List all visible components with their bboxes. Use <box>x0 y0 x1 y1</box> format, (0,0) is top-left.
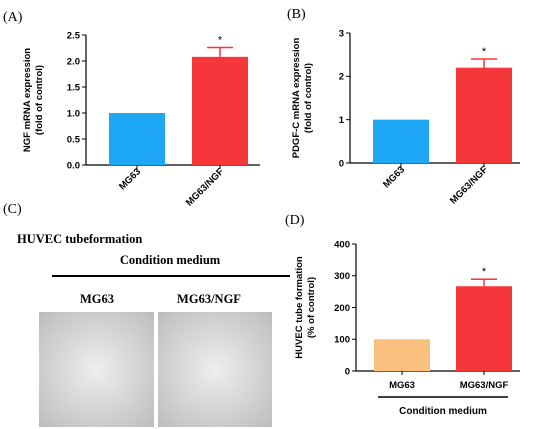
y-tick-label: 200 <box>334 303 350 314</box>
x-tick-label: MG63 <box>381 164 407 190</box>
y-tick-label: 300 <box>334 271 350 282</box>
huvec-image-mg63-ngf <box>158 312 272 427</box>
y-tick-label: 100 <box>334 335 350 346</box>
bar-mg63-ngf <box>192 56 248 166</box>
condition-medium-label: Condition medium <box>120 253 221 267</box>
image-label-mg63-ngf: MG63/NGF <box>177 292 241 306</box>
x-tick-label: MG63/NGF <box>460 380 509 391</box>
y-tick-label: 400 <box>334 239 350 250</box>
panel-c-heading: HUVEC tubeformation <box>17 232 142 246</box>
y-axis-label: (% of control) <box>306 277 317 338</box>
significance-star: * <box>218 34 223 46</box>
significance-star: * <box>482 266 487 278</box>
y-tick-label: 0.0 <box>67 160 80 171</box>
y-axis-label: (fold of control) <box>34 65 45 135</box>
bar-mg63 <box>373 119 429 163</box>
panel-c-letter: (C) <box>3 202 22 217</box>
bar-mg63-ngf <box>456 286 512 371</box>
y-tick-label: 2.5 <box>67 30 81 41</box>
y-tick-label: 1 <box>339 115 345 126</box>
panel-d-letter: (D) <box>285 213 305 228</box>
x-tick-label: MG63 <box>389 380 415 391</box>
chart-b: 0 1 2 3 PDGF-C mRNA expression (fold of contr… <box>291 28 520 206</box>
bar-mg63 <box>109 113 165 165</box>
chart-d: 0 100 200 300 400 HUVEC tube formation (% of c… <box>294 239 520 417</box>
y-axis-label: PDGF-C mRNA expression <box>291 38 302 159</box>
y-axis-label: HUVEC tube formation <box>294 256 305 359</box>
y-axis-label: (fold of control) <box>303 63 314 133</box>
x-tick-label: MG63 <box>117 166 143 192</box>
chart-a: 0.0 0.5 1.0 1.5 2.0 2.5 NGF mRNA expression (fo… <box>22 30 260 208</box>
y-tick-label: 2 <box>339 72 344 83</box>
significance-star: * <box>482 46 487 58</box>
x-tick-label: MG63/NGF <box>448 164 490 206</box>
y-tick-label: 0 <box>345 366 350 377</box>
y-tick-label: 1.5 <box>67 82 81 93</box>
y-tick-label: 0 <box>339 158 344 169</box>
image-label-mg63: MG63 <box>80 292 114 306</box>
y-tick-label: 1.0 <box>67 108 80 119</box>
y-tick-label: 0.5 <box>67 134 81 145</box>
bar-mg63-ngf <box>456 67 512 163</box>
x-tick-label: MG63/NGF <box>184 166 226 208</box>
x-axis-label: Condition medium <box>399 406 487 417</box>
y-tick-label: 2.0 <box>67 56 80 67</box>
panel-c: HUVEC tubeformation Condition medium MG6… <box>17 232 290 427</box>
panel-b-letter: (B) <box>287 7 306 22</box>
y-tick-label: 3 <box>339 28 344 39</box>
panel-a-letter: (A) <box>3 10 23 25</box>
y-axis-label: NGF mRNA expression <box>22 48 33 152</box>
huvec-image-mg63 <box>39 312 154 427</box>
bar-mg63 <box>374 339 430 371</box>
